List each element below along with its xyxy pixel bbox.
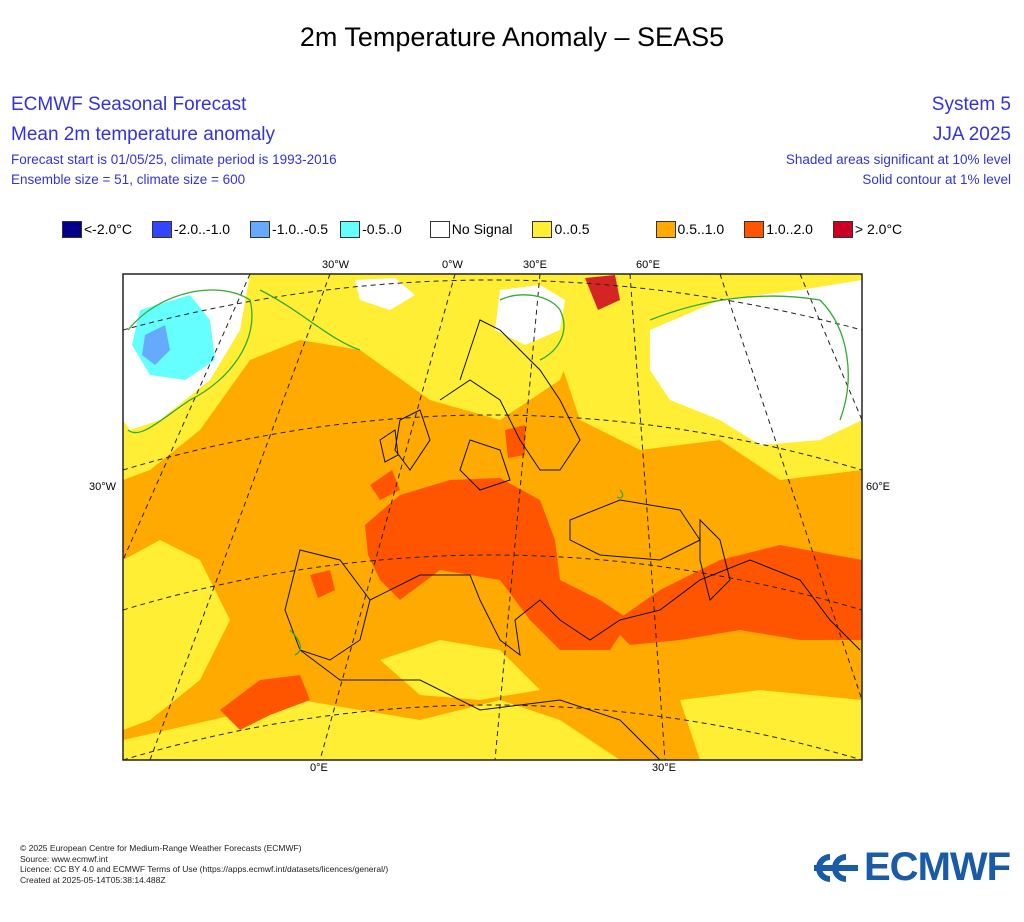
legend-item: -1.0..-0.5: [250, 220, 329, 238]
legend-item: 0.5..1.0: [655, 220, 725, 238]
legend-label: No Signal: [451, 221, 513, 237]
legend-swatch: [655, 220, 676, 238]
legend-swatch: [340, 220, 361, 238]
legend-label: -1.0..-0.5: [272, 221, 329, 237]
lon-label-top-60e: 60°E: [636, 259, 660, 271]
legend-item: -0.5..0: [340, 220, 402, 238]
lon-label-top-30e: 30°E: [523, 259, 547, 271]
legend-item: 1.0..2.0: [744, 220, 813, 238]
lon-label-top-30w: 30°W: [322, 259, 350, 271]
legend-swatch: [532, 220, 553, 238]
footer-copyright: © 2025 European Centre for Medium-Range …: [20, 843, 302, 853]
ecmwf-logo-icon: [814, 853, 858, 882]
legend-item: -2.0..-1.0: [152, 220, 231, 238]
legend-swatch: [744, 220, 765, 238]
page-title: 2m Temperature Anomaly – SEAS5: [299, 22, 725, 52]
lon-label-bottom-0e: 0°E: [310, 762, 328, 774]
legend-label: <-2.0°C: [84, 221, 133, 237]
ecmwf-logo: ECMWF: [812, 845, 1011, 890]
map-frame: [122, 273, 863, 761]
header-significance: Shaded areas significant at 10% level: [785, 152, 1011, 167]
legend-label: -0.5..0: [362, 221, 402, 237]
footer-source: Source: www.ecmwf.int: [20, 853, 108, 864]
header-variable: Mean 2m temperature anomaly: [11, 124, 276, 145]
legend-item: <-2.0°C: [62, 220, 133, 238]
lon-label-bottom-30e: 30°E: [652, 762, 676, 774]
legend-label: 1.0..2.0: [766, 221, 813, 237]
lat-label-left: 30°W: [89, 481, 117, 493]
footer-created: Created at 2025-05-14T05:38:14.488Z: [20, 874, 166, 885]
ecmwf-logo-text: ECMWF: [864, 845, 1011, 889]
legend: <-2.0°C -2.0..-1.0 -1.0..-0.5 -0.5..0 No Sig…: [62, 219, 902, 239]
legend-label: > 2.0°C: [854, 221, 903, 237]
legend-swatch: [429, 220, 450, 238]
legend-label: -2.0..-1.0: [174, 221, 231, 237]
lon-label-top-0w: 0°W: [442, 259, 463, 271]
legend-swatch: [832, 220, 853, 238]
legend-label: 0.5..1.0: [677, 221, 725, 237]
legend-swatch: [62, 220, 82, 238]
legend-swatch: [250, 220, 271, 238]
footer: © 2025 European Centre for Medium-Range …: [20, 843, 388, 885]
anomaly-field: [123, 274, 862, 760]
header-product-name: ECMWF Seasonal Forecast: [11, 94, 247, 115]
footer-licence: Licence: CC BY 4.0 and ECMWF Terms of Us…: [20, 864, 389, 874]
header-forecast-start: Forecast start is 01/05/25, climate peri…: [11, 152, 337, 167]
legend-item: 0..0.5: [532, 220, 590, 238]
header-contour-note: Solid contour at 1% level: [862, 172, 1011, 187]
header-ensemble-size: Ensemble size = 51, climate size = 600: [11, 172, 246, 187]
legend-item: No Signal: [429, 220, 513, 238]
header-system: System 5: [931, 94, 1011, 115]
lat-label-right: 60°E: [866, 481, 890, 493]
legend-item: > 2.0°C: [832, 220, 903, 238]
legend-swatch: [152, 220, 173, 238]
legend-label: 0..0.5: [554, 221, 590, 237]
header-season: JJA 2025: [932, 124, 1011, 145]
